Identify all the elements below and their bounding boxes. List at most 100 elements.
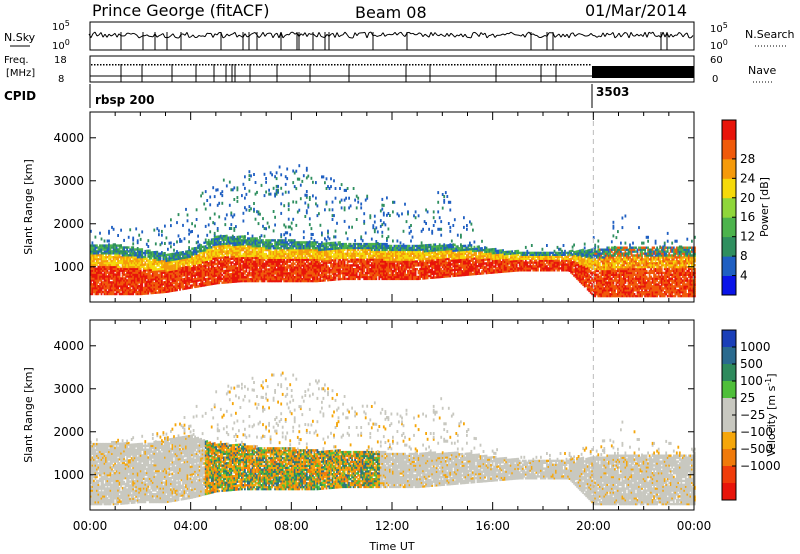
heatmap-cell — [337, 241, 340, 244]
heatmap-cell — [373, 266, 376, 269]
heatmap-cell — [364, 242, 367, 246]
heatmap-cell — [145, 249, 148, 253]
heatmap-cell — [340, 244, 343, 248]
heatmap-cell — [138, 252, 141, 255]
heatmap-cell — [236, 196, 239, 199]
heatmap-cell — [130, 261, 133, 265]
heatmap-cell — [120, 257, 122, 261]
heatmap-cell — [277, 252, 279, 256]
heatmap-cell — [117, 287, 119, 290]
heatmap-cell — [308, 264, 311, 267]
heatmap-cell — [327, 279, 329, 282]
heatmap-cell — [268, 262, 270, 265]
heatmap-cell — [212, 265, 215, 268]
heatmap-cell — [218, 272, 221, 275]
heatmap-cell — [186, 281, 189, 284]
freq-dot — [184, 64, 186, 66]
heatmap-cell — [227, 252, 230, 255]
heatmap-cell — [354, 256, 356, 259]
heatmap-cell — [151, 284, 154, 287]
heatmap-cell — [194, 279, 196, 283]
heatmap-cell — [138, 250, 141, 253]
freq-dot — [250, 64, 252, 66]
heatmap-cell — [121, 290, 124, 294]
heatmap-cell — [328, 259, 331, 262]
heatmap-cell — [103, 248, 106, 251]
heatmap-cell — [376, 268, 379, 271]
heatmap-cell — [158, 277, 160, 281]
heatmap-cell — [287, 239, 290, 242]
heatmap-cell — [296, 276, 299, 279]
heatmap-cell — [136, 252, 139, 255]
heatmap-cell — [102, 267, 104, 270]
heatmap-cell — [275, 268, 278, 271]
heatmap-cell — [203, 253, 206, 256]
heatmap-cell — [312, 279, 314, 283]
heatmap-cell — [132, 238, 135, 242]
heatmap-cell — [301, 254, 304, 258]
heatmap-cell — [275, 171, 278, 175]
heatmap-cell — [212, 282, 215, 285]
heatmap-cell — [114, 263, 116, 267]
heatmap-cell — [105, 248, 107, 251]
freq-dot — [409, 64, 411, 66]
heatmap-cell — [260, 250, 263, 254]
heatmap-cell — [112, 283, 115, 286]
heatmap-cell — [191, 266, 193, 270]
heatmap-cell — [360, 262, 363, 265]
freq-dot — [454, 64, 456, 66]
heatmap-cell — [180, 274, 183, 277]
heatmap-cell — [150, 274, 153, 277]
heatmap-cell — [248, 205, 251, 209]
heatmap-cell — [342, 273, 344, 277]
heatmap-cell — [236, 255, 239, 258]
heatmap-cell — [141, 257, 144, 261]
heatmap-cell — [198, 275, 201, 278]
heatmap-cell — [378, 252, 381, 255]
heatmap-cell — [222, 244, 225, 248]
freq-dot — [232, 64, 234, 66]
heatmap-cell — [147, 274, 150, 278]
heatmap-cell — [179, 286, 181, 289]
heatmap-cell — [386, 262, 388, 265]
heatmap-cell — [319, 246, 322, 250]
heatmap-cell — [185, 266, 187, 269]
heatmap-cell — [197, 262, 199, 265]
heatmap-cell — [189, 278, 192, 282]
heatmap-cell — [299, 268, 302, 271]
heatmap-cell — [93, 279, 95, 282]
heatmap-cell — [333, 255, 335, 258]
freq-dot — [166, 64, 168, 66]
heatmap-cell — [198, 279, 201, 282]
heatmap-cell — [310, 258, 313, 261]
heatmap-cell — [236, 247, 239, 250]
heatmap-cell — [213, 243, 216, 247]
heatmap-cell — [161, 271, 163, 275]
heatmap-cell — [263, 254, 266, 258]
heatmap-cell — [213, 212, 216, 216]
heatmap-cell — [292, 272, 295, 275]
heatmap-cell — [308, 262, 311, 265]
heatmap-cell — [262, 239, 264, 242]
heatmap-cell — [331, 214, 334, 218]
heatmap-cell — [376, 266, 379, 269]
heatmap-cell — [121, 277, 124, 280]
heatmap-cell — [133, 277, 136, 280]
heatmap-cell — [260, 268, 263, 271]
heatmap-cell — [161, 287, 163, 290]
heatmap-cell — [179, 270, 181, 274]
heatmap-cell — [115, 257, 118, 261]
heatmap-cell — [302, 262, 305, 265]
heatmap-cell — [302, 270, 305, 273]
heatmap-cell — [281, 245, 284, 248]
heatmap-cell — [227, 265, 230, 268]
heatmap-cell — [345, 258, 347, 261]
heatmap-cell — [156, 256, 159, 259]
beam-title: Beam 08 — [355, 3, 427, 22]
heatmap-cell — [148, 280, 151, 283]
heatmap-cell — [305, 256, 308, 259]
heatmap-cell — [386, 260, 388, 263]
heatmap-cell — [302, 250, 305, 254]
heatmap-cell — [145, 288, 148, 291]
heatmap-cell — [161, 251, 163, 255]
